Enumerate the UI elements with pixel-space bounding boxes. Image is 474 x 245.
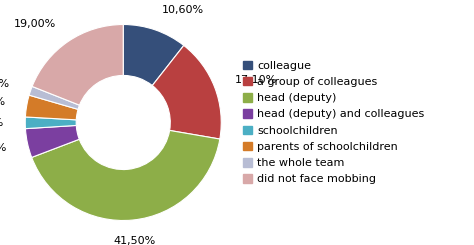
Wedge shape (26, 125, 79, 158)
Text: 17,10%: 17,10% (235, 74, 277, 85)
Text: 1,50%: 1,50% (0, 79, 10, 89)
Text: 41,50%: 41,50% (114, 236, 156, 245)
Text: 1,90%: 1,90% (0, 118, 4, 128)
Wedge shape (26, 95, 78, 120)
Text: 4,80%: 4,80% (0, 143, 6, 153)
Text: 3,60%: 3,60% (0, 97, 5, 107)
Wedge shape (29, 86, 80, 109)
Wedge shape (32, 24, 123, 105)
Wedge shape (32, 130, 220, 220)
Legend: colleague, a group of colleagues, head (deputy), head (deputy) and colleagues, s: colleague, a group of colleagues, head (… (241, 59, 427, 186)
Wedge shape (25, 117, 76, 129)
Text: 19,00%: 19,00% (14, 19, 56, 29)
Wedge shape (152, 45, 221, 139)
Wedge shape (123, 24, 184, 86)
Text: 10,60%: 10,60% (162, 4, 204, 14)
